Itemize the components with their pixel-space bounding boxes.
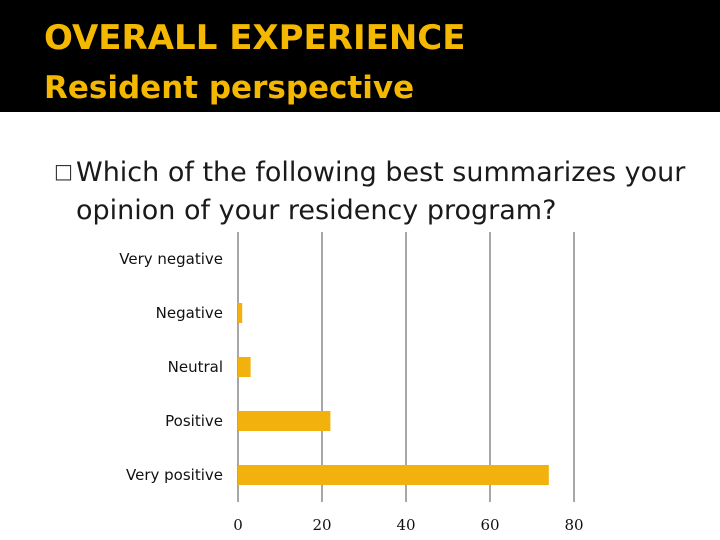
category-label: Positive — [165, 412, 223, 430]
category-label: Very negative — [119, 250, 223, 268]
question-text: □ Which of the following best summarizes … — [54, 152, 704, 230]
x-tick-label: 60 — [480, 516, 499, 534]
bar-neutral — [238, 357, 251, 377]
category-label: Very positive — [126, 466, 223, 484]
category-label: Neutral — [168, 358, 223, 376]
slide-title: OVERALL EXPERIENCE — [44, 18, 466, 58]
box-bullet-icon: □ — [54, 159, 73, 183]
bar-positive — [238, 411, 331, 431]
x-tick-label: 20 — [312, 516, 331, 534]
question-line-2: opinion of your residency program? — [76, 195, 557, 226]
slide-subtitle: Resident perspective — [44, 70, 415, 106]
x-tick-label: 40 — [396, 516, 415, 534]
question-line-1: Which of the following best summarizes y… — [76, 157, 686, 188]
bar-very-positive — [238, 465, 549, 485]
bar-negative — [238, 303, 243, 323]
category-label: Negative — [156, 304, 223, 322]
x-tick-label: 0 — [233, 516, 243, 534]
header-band: OVERALL EXPERIENCE Resident perspective — [0, 0, 720, 112]
x-tick-label: 80 — [564, 516, 583, 534]
